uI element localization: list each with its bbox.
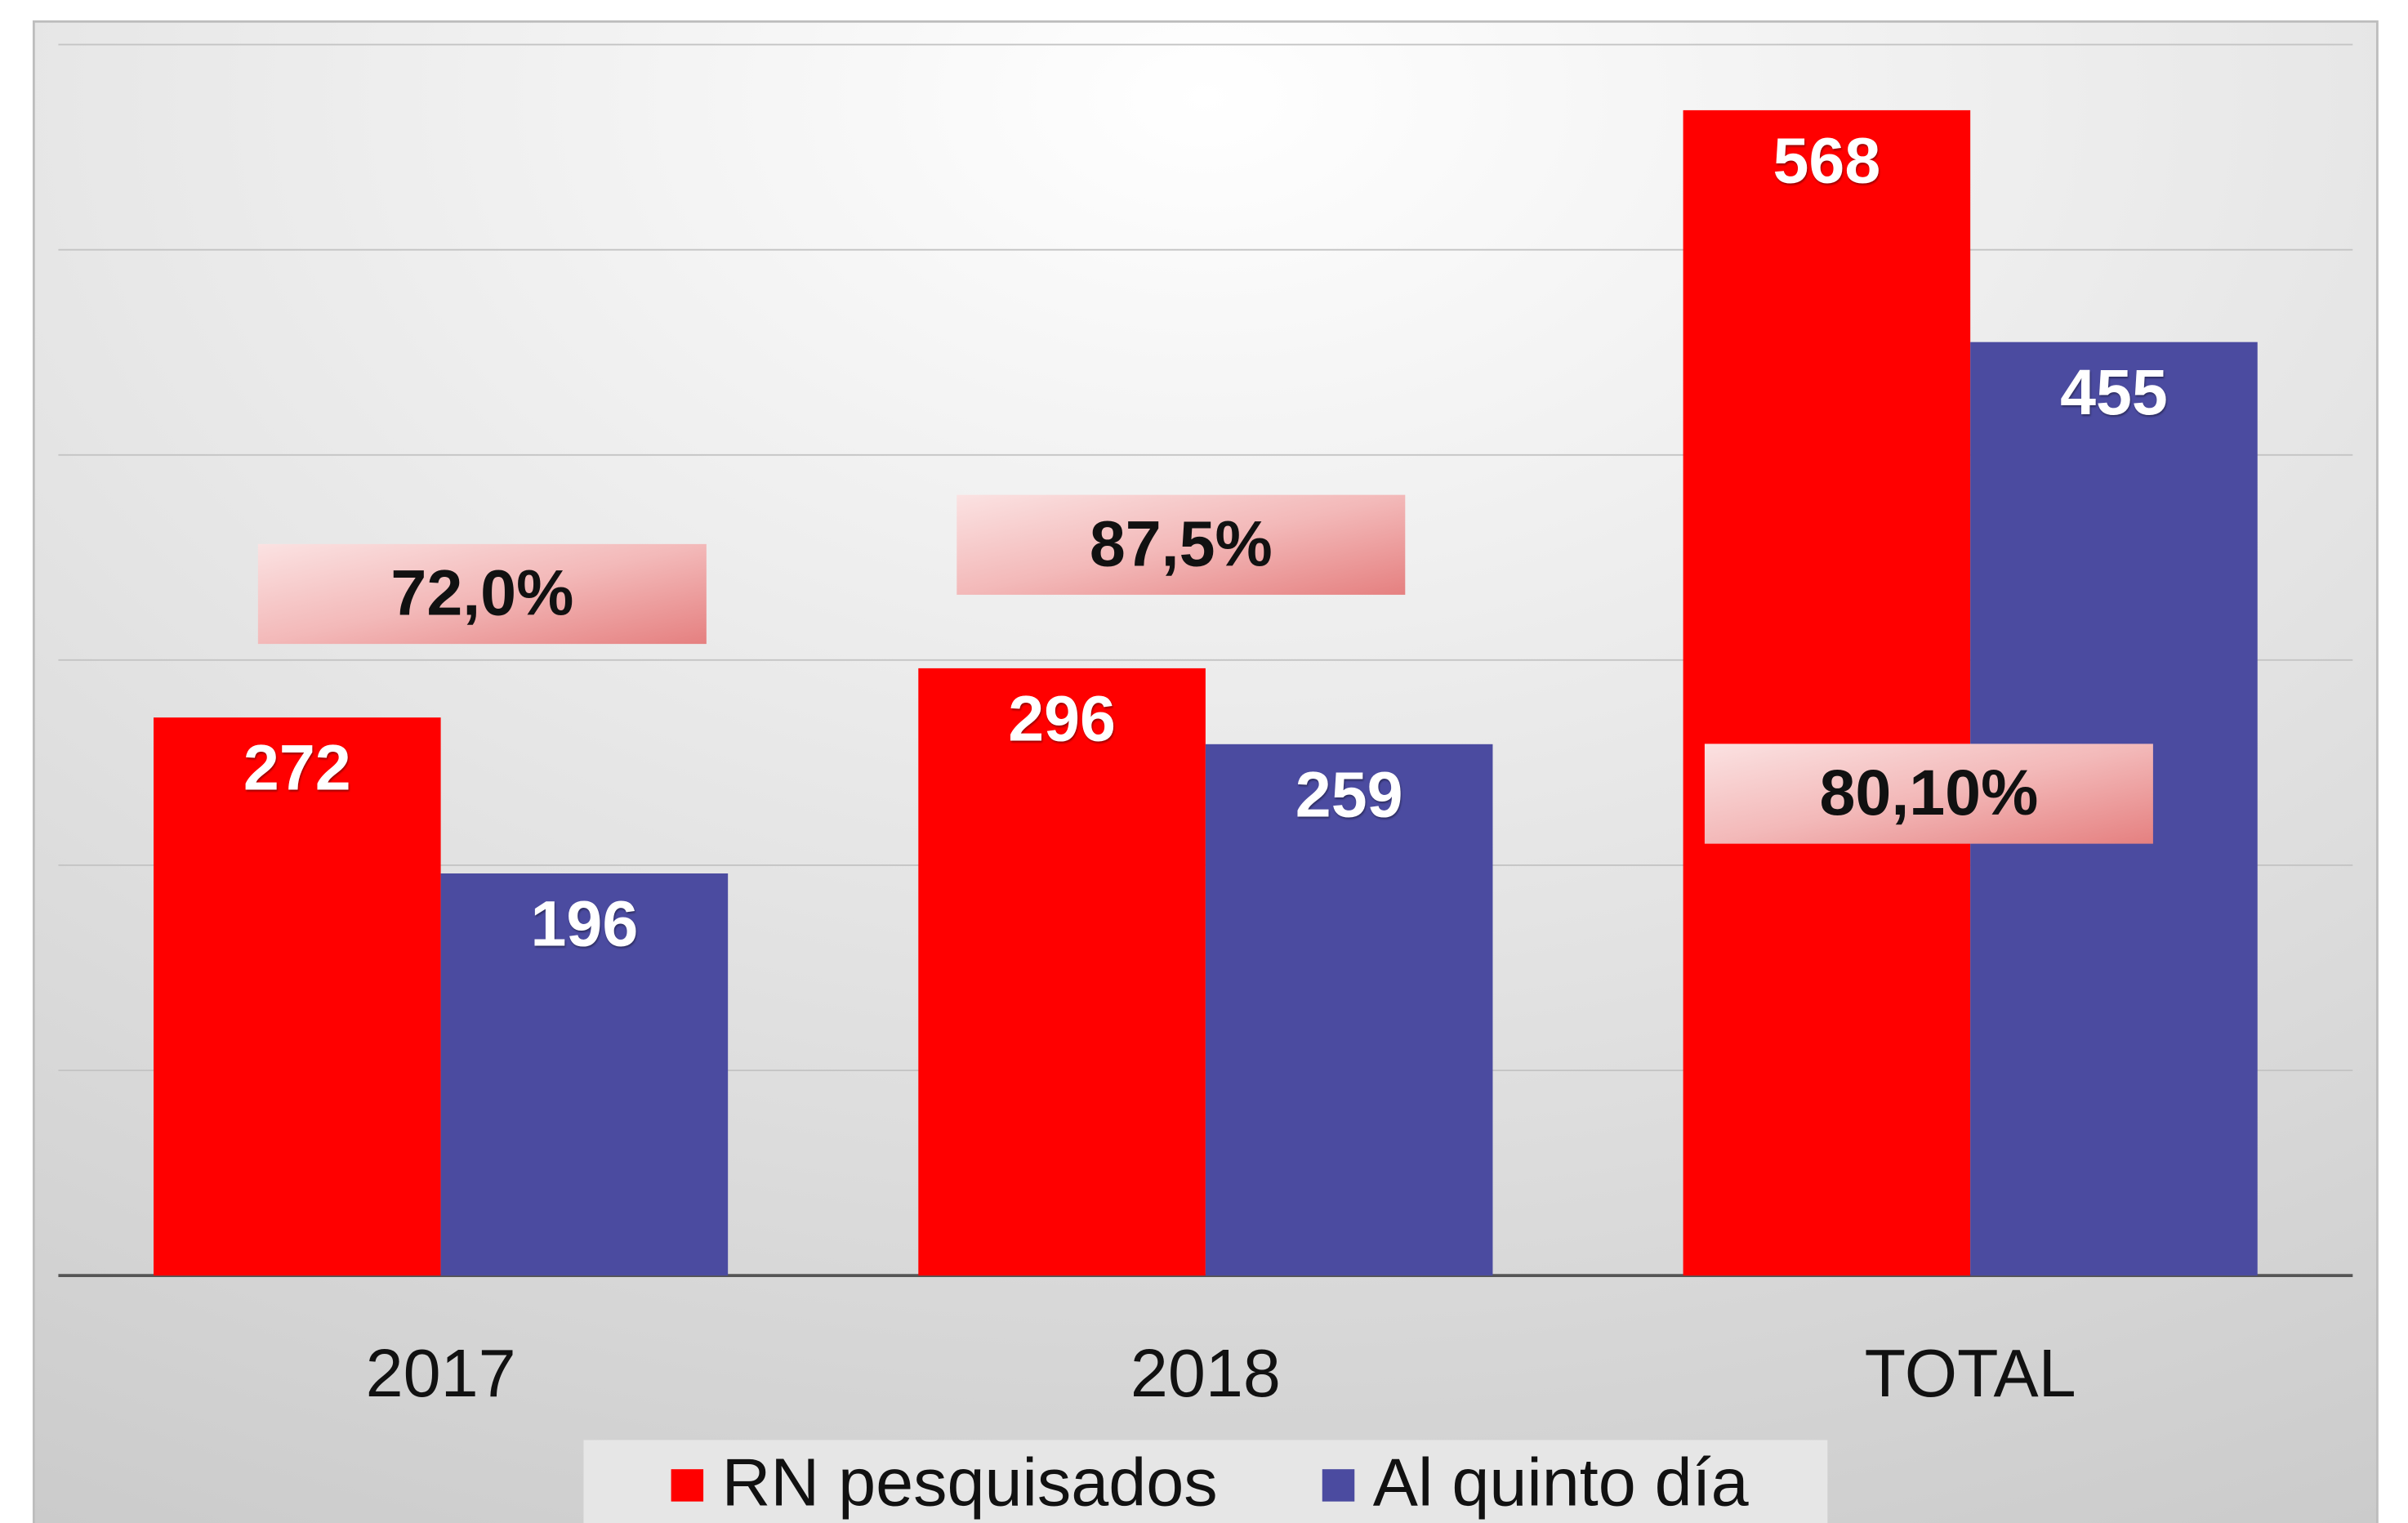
bar <box>1205 744 1493 1276</box>
annotation: 72,0% <box>390 557 573 629</box>
bar <box>440 873 729 1276</box>
x-tick-label: 2017 <box>366 1335 516 1411</box>
plot: 2017 272 196 2018 296 259 TOTAL 568 455 72,0% 87,5… <box>58 43 2353 1523</box>
legend-swatch <box>1322 1469 1355 1502</box>
bar <box>1683 109 1971 1276</box>
annotation-box <box>957 494 1406 595</box>
annotation-box <box>257 543 707 645</box>
data-label: 196 <box>531 888 639 960</box>
legend-swatch <box>671 1469 704 1502</box>
annotation: 80,10% <box>1820 757 2039 828</box>
legend-box <box>583 1440 1828 1523</box>
data-label: 455 <box>2060 356 2168 428</box>
data-label: 296 <box>1008 682 1116 754</box>
legend-label: RN pesquisados <box>722 1445 1218 1521</box>
data-label: 568 <box>1773 124 1881 196</box>
bar <box>154 717 441 1276</box>
bar <box>918 668 1206 1276</box>
x-tick-label: 2018 <box>1130 1335 1281 1411</box>
annotation: 87,5% <box>1090 507 1273 579</box>
data-label: 272 <box>243 732 351 804</box>
annotation-box <box>1704 744 2153 844</box>
data-label: 259 <box>1295 758 1403 830</box>
x-tick-label: TOTAL <box>1865 1335 2076 1411</box>
legend-label: Al quinto día <box>1373 1445 1750 1521</box>
